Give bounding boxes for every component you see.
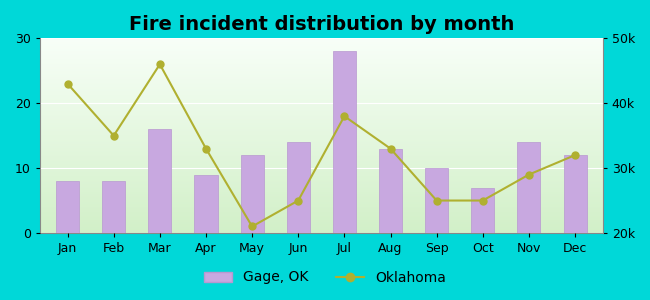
Bar (287, 142, 310, 233)
Bar (333, 51, 356, 233)
Bar (56, 181, 79, 233)
Bar (148, 129, 172, 233)
Bar (425, 168, 448, 233)
Bar (194, 175, 218, 233)
Bar (102, 181, 125, 233)
Bar (379, 148, 402, 233)
Legend: Gage, OK, Oklahoma: Gage, OK, Oklahoma (198, 265, 452, 290)
Bar (240, 155, 264, 233)
Bar (564, 155, 586, 233)
Title: Fire incident distribution by month: Fire incident distribution by month (129, 15, 514, 34)
Bar (517, 142, 540, 233)
Bar (471, 188, 494, 233)
